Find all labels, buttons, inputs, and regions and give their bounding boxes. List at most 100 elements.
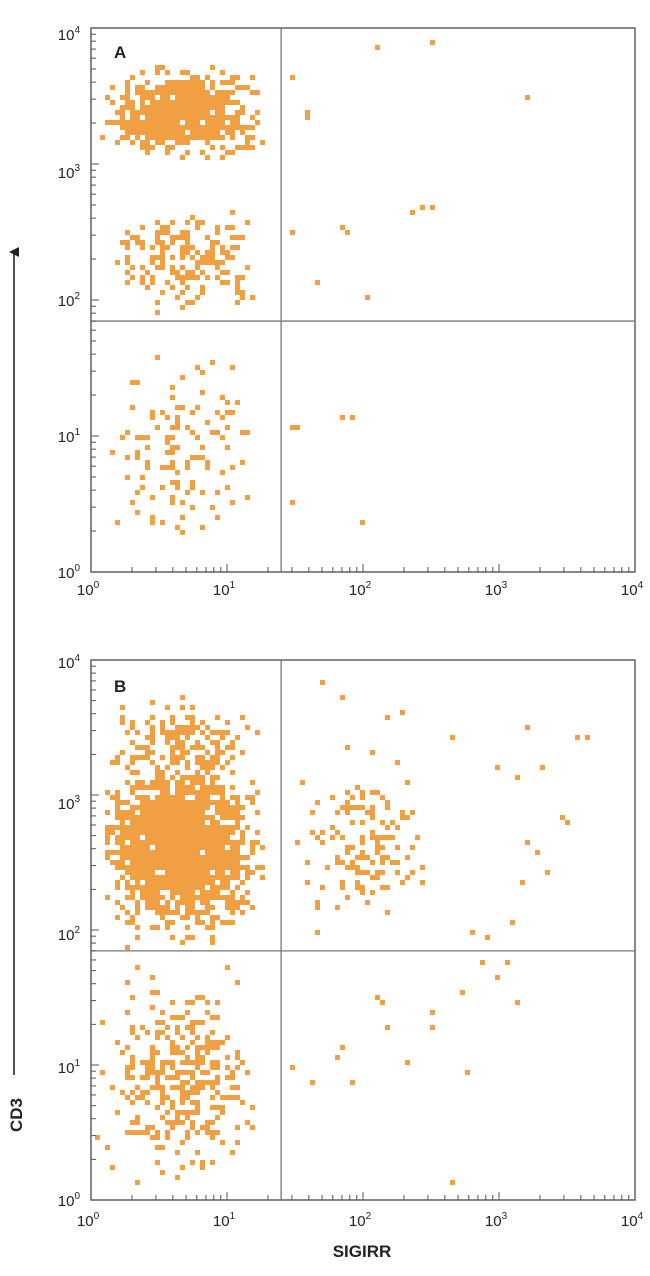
data-point xyxy=(180,870,185,875)
data-point xyxy=(210,80,215,85)
data-point xyxy=(220,805,225,810)
data-point xyxy=(150,1125,155,1130)
data-point xyxy=(130,790,135,795)
data-point xyxy=(155,240,160,245)
data-point xyxy=(175,445,180,450)
data-point xyxy=(215,1045,220,1050)
data-point xyxy=(175,740,180,745)
data-point xyxy=(200,125,205,130)
data-point xyxy=(190,835,195,840)
data-point xyxy=(150,830,155,835)
data-point xyxy=(205,725,210,730)
data-point xyxy=(135,1085,140,1090)
data-point xyxy=(150,105,155,110)
data-point xyxy=(185,885,190,890)
data-point xyxy=(210,1135,215,1140)
data-point xyxy=(245,900,250,905)
data-point xyxy=(320,680,325,685)
data-point xyxy=(185,1070,190,1075)
data-point xyxy=(125,800,130,805)
data-point xyxy=(165,765,170,770)
data-point xyxy=(185,850,190,855)
data-point xyxy=(160,825,165,830)
data-point xyxy=(255,90,260,95)
data-point xyxy=(320,830,325,835)
data-point xyxy=(220,435,225,440)
data-point xyxy=(140,1095,145,1100)
data-point xyxy=(210,850,215,855)
data-point xyxy=(215,1060,220,1065)
data-point xyxy=(100,1020,105,1025)
data-point xyxy=(210,430,215,435)
data-point xyxy=(215,410,220,415)
data-point xyxy=(120,1050,125,1055)
data-point xyxy=(225,965,230,970)
data-point xyxy=(210,800,215,805)
y-tick-label: 104 xyxy=(58,653,81,672)
data-point xyxy=(175,875,180,880)
data-point xyxy=(190,860,195,865)
data-point xyxy=(105,840,110,845)
data-point xyxy=(200,780,205,785)
data-point xyxy=(230,365,235,370)
data-point xyxy=(370,830,375,835)
data-point xyxy=(125,280,130,285)
data-point xyxy=(140,140,145,145)
data-point xyxy=(195,910,200,915)
data-point xyxy=(155,925,160,930)
data-point xyxy=(335,905,340,910)
data-point xyxy=(140,145,145,150)
data-point xyxy=(160,225,165,230)
data-point xyxy=(230,795,235,800)
data-point xyxy=(220,80,225,85)
panel-a: A 100 101 102 103 104 100 101 102 103 10… xyxy=(58,25,644,599)
data-point xyxy=(230,855,235,860)
data-point xyxy=(125,850,130,855)
data-point xyxy=(160,110,165,115)
data-point xyxy=(155,355,160,360)
data-point xyxy=(150,725,155,730)
data-point xyxy=(170,235,175,240)
data-point xyxy=(160,720,165,725)
data-point xyxy=(225,745,230,750)
data-point xyxy=(200,455,205,460)
data-point xyxy=(125,780,130,785)
data-point xyxy=(195,835,200,840)
data-point xyxy=(255,810,260,815)
data-point xyxy=(205,130,210,135)
data-point xyxy=(110,760,115,765)
data-point xyxy=(340,860,345,865)
data-point xyxy=(120,110,125,115)
data-point xyxy=(145,855,150,860)
data-point xyxy=(255,110,260,115)
data-point xyxy=(170,265,175,270)
data-point xyxy=(360,885,365,890)
data-point xyxy=(115,900,120,905)
data-point xyxy=(180,70,185,75)
data-point xyxy=(165,820,170,825)
data-point xyxy=(155,805,160,810)
data-point xyxy=(160,755,165,760)
data-point xyxy=(155,425,160,430)
data-point xyxy=(360,790,365,795)
data-point xyxy=(240,125,245,130)
data-point xyxy=(145,885,150,890)
data-point xyxy=(165,90,170,95)
data-point xyxy=(125,105,130,110)
data-point xyxy=(180,290,185,295)
data-point xyxy=(370,805,375,810)
data-point xyxy=(120,830,125,835)
data-point xyxy=(190,775,195,780)
data-point xyxy=(165,730,170,735)
data-point xyxy=(105,810,110,815)
data-point xyxy=(165,785,170,790)
data-point xyxy=(135,870,140,875)
data-point xyxy=(135,1130,140,1135)
data-point xyxy=(220,105,225,110)
data-point xyxy=(125,1010,130,1015)
data-point xyxy=(210,1085,215,1090)
data-point xyxy=(355,885,360,890)
data-point xyxy=(130,140,135,145)
data-point xyxy=(130,855,135,860)
data-point xyxy=(175,405,180,410)
